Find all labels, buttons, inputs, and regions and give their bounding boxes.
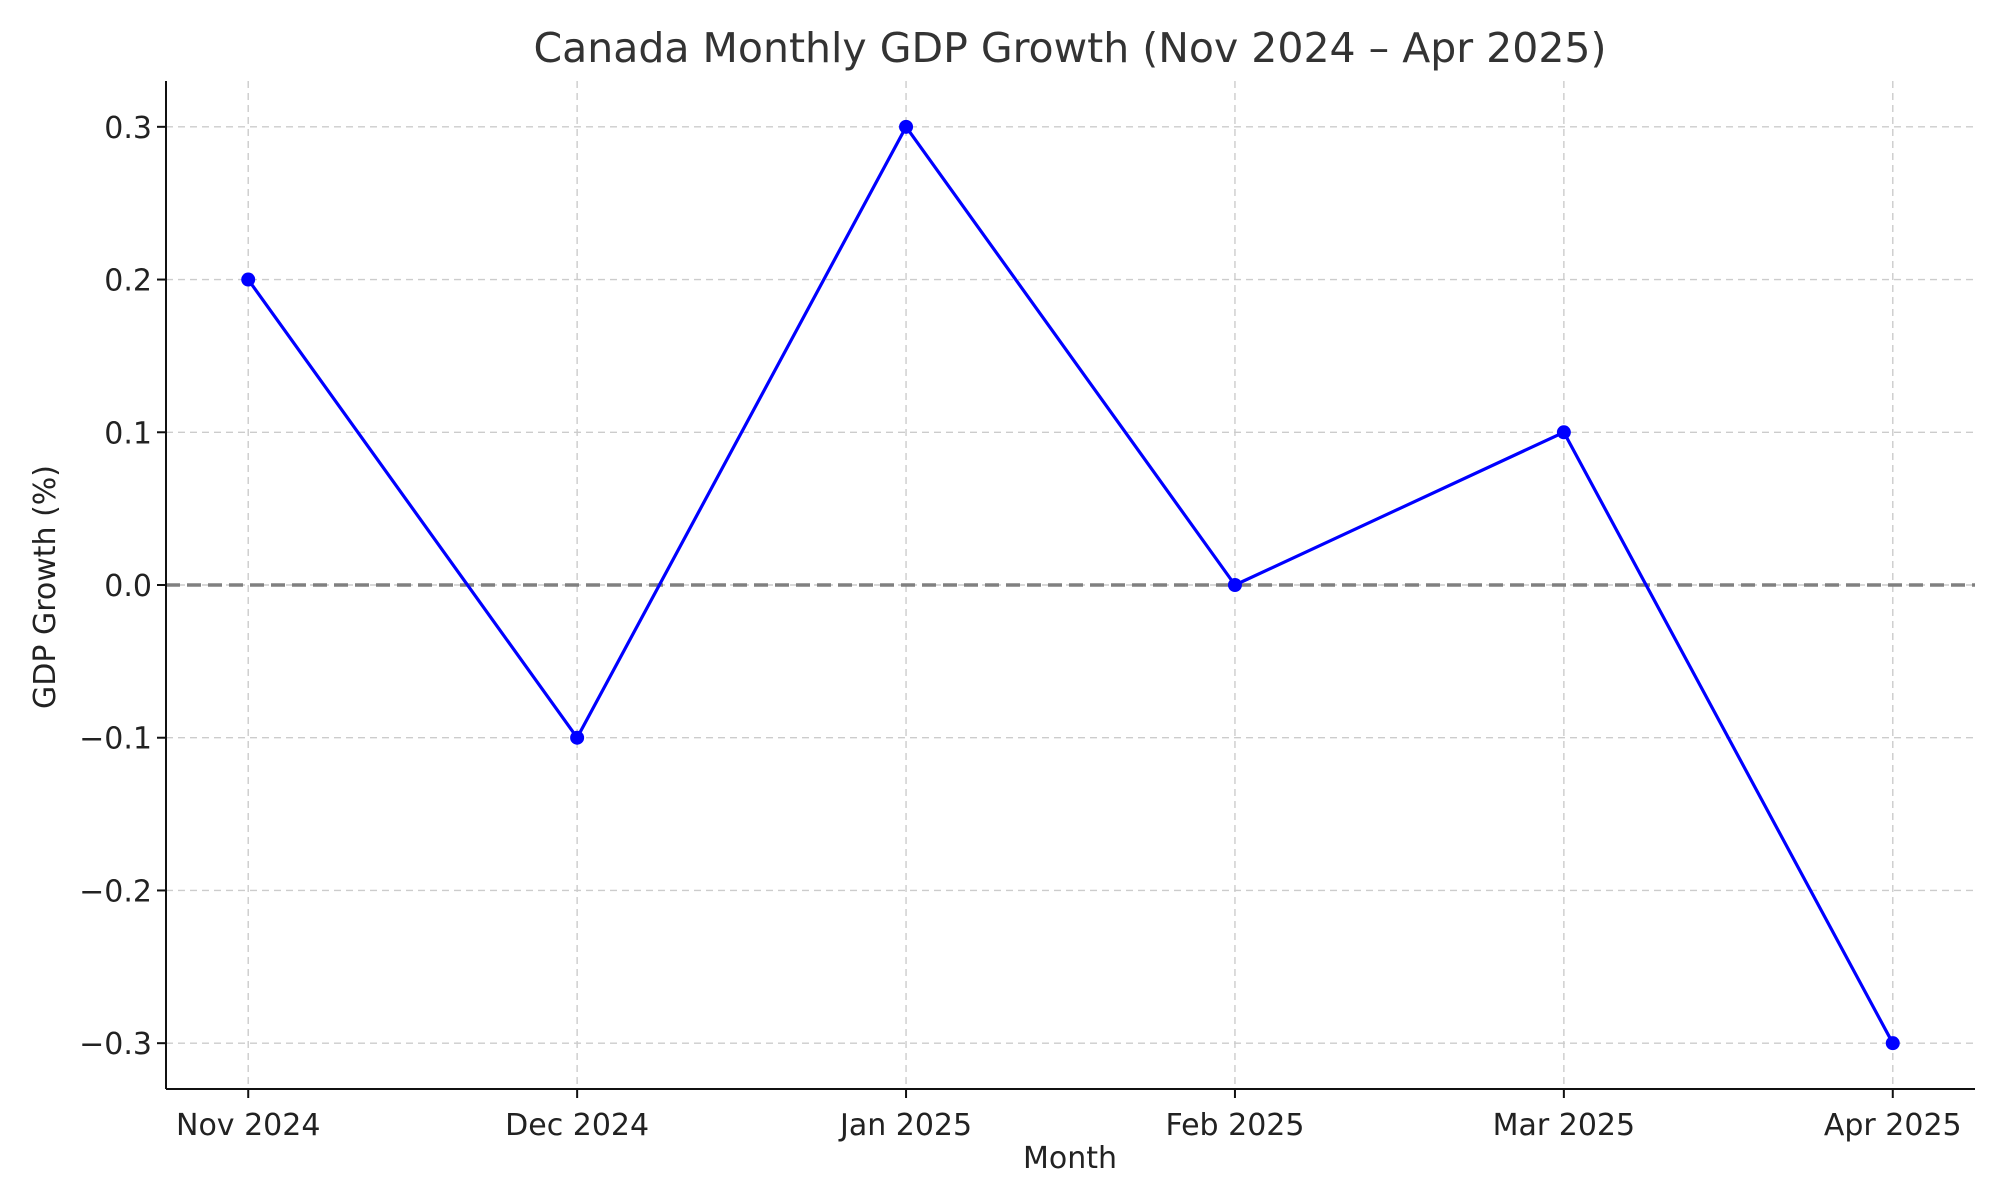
y-tick-label: −0.3 bbox=[79, 1027, 152, 1062]
x-tick-label: Dec 2024 bbox=[505, 1108, 649, 1143]
data-point-marker bbox=[1885, 1036, 1900, 1051]
x-tick-label: Jan 2025 bbox=[838, 1108, 972, 1143]
series-line bbox=[246, 125, 1895, 1044]
x-axis-label: Month bbox=[1023, 1141, 1117, 1176]
y-tick-label: 0.0 bbox=[104, 569, 152, 604]
axes bbox=[157, 81, 1975, 1098]
y-tick-label: −0.1 bbox=[79, 722, 152, 757]
y-tick-label: 0.3 bbox=[104, 111, 152, 146]
x-tick-label: Apr 2025 bbox=[1824, 1108, 1962, 1143]
x-tick-label: Nov 2024 bbox=[176, 1108, 320, 1143]
gdp-growth-series bbox=[241, 119, 1900, 1051]
tick-labels: −0.3 −0.2 −0.1 0.0 0.1 0.2 0.3 Nov 2024 Dec 2024… bbox=[79, 111, 1962, 1143]
chart-title: Canada Monthly GDP Growth (Nov 2024 – Ap… bbox=[533, 24, 1606, 72]
x-tick-label: Mar 2025 bbox=[1493, 1108, 1636, 1143]
y-tick-label: 0.2 bbox=[104, 264, 152, 299]
y-tick-label: −0.2 bbox=[79, 874, 152, 909]
y-axis-label: GDP Growth (%) bbox=[28, 465, 63, 709]
y-tick-label: 0.1 bbox=[104, 416, 152, 451]
data-point-marker bbox=[1556, 425, 1571, 440]
data-point-marker bbox=[1227, 578, 1242, 592]
data-point-marker bbox=[241, 272, 256, 287]
data-point-marker bbox=[899, 119, 914, 134]
x-tick-label: Feb 2025 bbox=[1165, 1108, 1304, 1143]
data-point-marker bbox=[570, 730, 585, 745]
